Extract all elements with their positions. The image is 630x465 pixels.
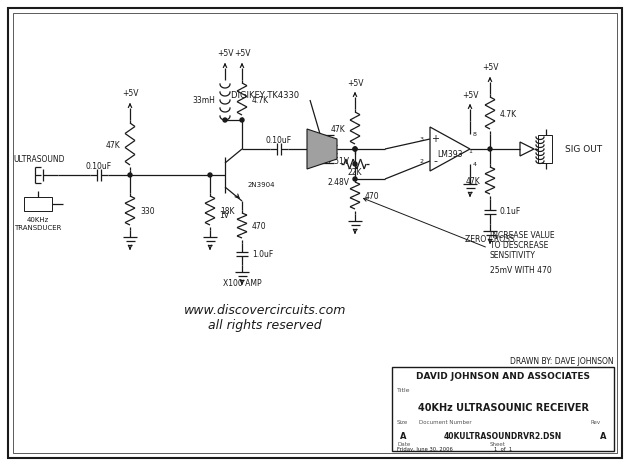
- Text: ZERO CROSS: ZERO CROSS: [465, 234, 515, 244]
- Text: www.discovercircuits.com: www.discovercircuits.com: [184, 304, 346, 317]
- Text: 40KHz ULTRASOUNIC RECEIVER: 40KHz ULTRASOUNIC RECEIVER: [418, 403, 588, 413]
- Bar: [392, 367, 614, 451]
- Text: SENSITIVITY: SENSITIVITY: [490, 251, 536, 259]
- Text: Rev: Rev: [591, 419, 601, 425]
- Text: 47K: 47K: [330, 125, 345, 133]
- Text: Size: Size: [397, 419, 408, 425]
- Text: A: A: [400, 432, 406, 440]
- Text: 8: 8: [473, 132, 477, 137]
- Text: +5V: +5V: [346, 79, 364, 87]
- Text: 4: 4: [473, 161, 477, 166]
- Text: +5V: +5V: [482, 64, 498, 73]
- Text: DRAWN BY: DAVE JOHNSON: DRAWN BY: DAVE JOHNSON: [510, 357, 614, 365]
- Text: 3: 3: [420, 137, 424, 141]
- Circle shape: [240, 118, 244, 122]
- Text: 1.0uF: 1.0uF: [252, 250, 273, 259]
- Circle shape: [353, 147, 357, 151]
- Text: Friday, June 30, 2006: Friday, June 30, 2006: [397, 446, 453, 452]
- Text: 22K: 22K: [348, 167, 362, 177]
- Text: +5V: +5V: [217, 49, 233, 59]
- Text: 47K: 47K: [465, 177, 480, 186]
- Text: 2N3904: 2N3904: [248, 182, 275, 188]
- Text: Sheet: Sheet: [490, 441, 506, 446]
- Circle shape: [128, 173, 132, 177]
- Text: A: A: [600, 432, 606, 440]
- Text: LM393: LM393: [437, 150, 463, 159]
- Text: +5V: +5V: [462, 91, 478, 100]
- Text: 4.7K: 4.7K: [252, 95, 269, 105]
- Text: TO DESCREASE: TO DESCREASE: [490, 240, 548, 250]
- Text: TRANSDUCER: TRANSDUCER: [14, 225, 62, 231]
- Text: 40KHz: 40KHz: [27, 217, 49, 223]
- Text: 18K: 18K: [220, 207, 234, 216]
- Text: 2.51V: 2.51V: [328, 157, 350, 166]
- Text: DIGIKEY TK4330: DIGIKEY TK4330: [231, 91, 299, 100]
- Circle shape: [353, 177, 357, 181]
- Text: 0.1uF: 0.1uF: [500, 207, 521, 216]
- Text: 25mV WITH 470: 25mV WITH 470: [490, 266, 552, 274]
- Text: 2.48V: 2.48V: [328, 178, 350, 186]
- Bar: [24, 197, 52, 211]
- Text: 1  of  1: 1 of 1: [494, 446, 512, 452]
- Text: +5V: +5V: [122, 89, 138, 99]
- Text: -: -: [433, 156, 437, 166]
- Text: DAVID JOHNSON AND ASSOCIATES: DAVID JOHNSON AND ASSOCIATES: [416, 372, 590, 380]
- Text: SIG OUT: SIG OUT: [565, 145, 602, 153]
- Text: Date: Date: [397, 441, 410, 446]
- Text: 47K: 47K: [105, 140, 120, 150]
- Text: 0.10uF: 0.10uF: [86, 161, 112, 171]
- Text: 40KULTRASOUNDRVR2.DSN: 40KULTRASOUNDRVR2.DSN: [444, 432, 562, 440]
- Circle shape: [223, 118, 227, 122]
- Text: +5V: +5V: [234, 49, 250, 59]
- Circle shape: [353, 162, 357, 166]
- Circle shape: [353, 147, 357, 151]
- Text: 2: 2: [420, 159, 424, 164]
- Text: Document Number: Document Number: [419, 419, 472, 425]
- Bar: [538, 135, 552, 163]
- Text: 1: 1: [468, 148, 472, 153]
- Text: 4.7K: 4.7K: [500, 109, 517, 119]
- Text: +: +: [431, 134, 439, 144]
- Text: ULTRASOUND: ULTRASOUND: [13, 154, 65, 164]
- Text: 0.10uF: 0.10uF: [266, 135, 292, 145]
- Text: 470: 470: [252, 222, 266, 231]
- Text: 33mH: 33mH: [192, 95, 215, 105]
- Text: 330: 330: [140, 207, 154, 216]
- Text: Title: Title: [397, 387, 411, 392]
- Text: INCREASE VALUE: INCREASE VALUE: [490, 231, 554, 239]
- Text: 1V: 1V: [219, 211, 229, 219]
- Text: X100 AMP: X100 AMP: [222, 279, 261, 287]
- Polygon shape: [307, 129, 337, 169]
- Text: 470: 470: [365, 192, 380, 201]
- Text: all rights reserved: all rights reserved: [208, 319, 322, 332]
- Circle shape: [208, 173, 212, 177]
- Circle shape: [488, 147, 492, 151]
